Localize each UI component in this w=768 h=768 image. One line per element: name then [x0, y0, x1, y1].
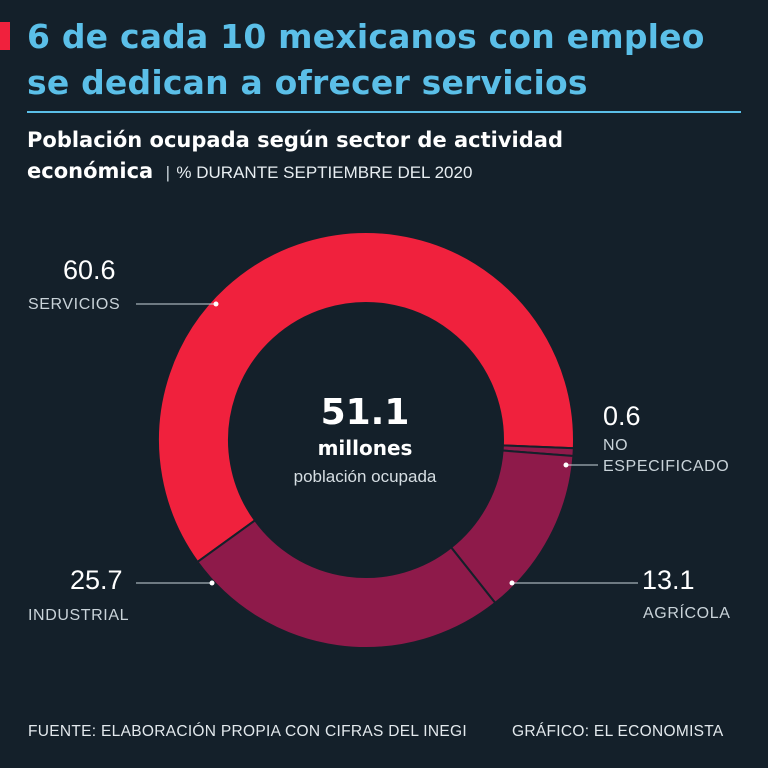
leader-dot-no-especificado — [563, 462, 569, 468]
donut-segment-industrial — [196, 518, 497, 649]
category-label-no-especificado: NO ESPECIFICADO — [603, 435, 729, 477]
headline-accent-bar — [0, 22, 10, 50]
value-label-industrial: 25.7 — [70, 565, 123, 595]
footer-credit: GRÁFICO: EL ECONOMISTA — [512, 723, 724, 740]
headline-line-1: 6 de cada 10 mexicanos con empleo — [27, 17, 705, 56]
subtitle-bold-line-2: económica — [27, 159, 154, 183]
category-label-no-especificado-line-1: NO — [603, 437, 629, 454]
category-label-no-especificado-line-2: ESPECIFICADO — [603, 458, 730, 475]
subtitle-bold-line-1: Población ocupada según sector de activi… — [27, 128, 563, 152]
headline: 6 de cada 10 mexicanos con empleo se ded… — [27, 14, 757, 106]
footer-source: FUENTE: ELABORACIÓN PROPIA CON CIFRAS DE… — [28, 723, 467, 740]
value-label-agricola: 13.1 — [642, 565, 695, 595]
category-label-agricola: AGRÍCOLA — [643, 605, 731, 622]
value-label-no-especificado: 0.6 — [603, 401, 641, 431]
category-label-industrial: INDUSTRIAL — [28, 607, 130, 624]
subtitle-detail: % DURANTE SEPTIEMBRE DEL 2020 — [176, 163, 473, 182]
leader-dot-industrial — [209, 580, 215, 586]
chart-subtitle: Población ocupada según sector de activi… — [27, 124, 747, 188]
donut-segment-servicios — [157, 231, 575, 564]
center-total-description: población ocupada — [293, 467, 437, 486]
leader-dot-agricola — [509, 580, 515, 586]
headline-line-2: se dedican a ofrecer servicios — [27, 63, 588, 102]
category-label-servicios: SERVICIOS — [28, 296, 121, 313]
headline-divider — [27, 111, 741, 113]
leader-dot-servicios — [213, 301, 219, 307]
center-total-value: 51.1 — [320, 392, 410, 433]
center-total-unit: millones — [317, 436, 413, 460]
subtitle-separator: | — [165, 163, 171, 182]
value-label-servicios: 60.6 — [63, 255, 116, 285]
